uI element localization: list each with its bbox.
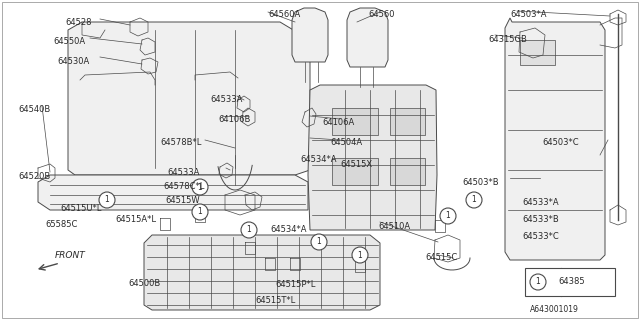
Polygon shape <box>390 108 425 135</box>
Polygon shape <box>505 18 605 260</box>
Circle shape <box>241 222 257 238</box>
Text: 64106B: 64106B <box>218 115 250 124</box>
Text: 64533*C: 64533*C <box>522 232 559 241</box>
Text: 64534*A: 64534*A <box>270 225 307 234</box>
Text: 64560A: 64560A <box>268 10 300 19</box>
Polygon shape <box>144 235 380 310</box>
Text: 64528: 64528 <box>65 18 92 27</box>
Text: 64515X: 64515X <box>340 160 372 169</box>
Text: 64503*C: 64503*C <box>542 138 579 147</box>
Text: 64504A: 64504A <box>330 138 362 147</box>
Text: 64515W: 64515W <box>165 196 200 205</box>
Text: 64315GB: 64315GB <box>488 35 527 44</box>
Polygon shape <box>308 85 437 230</box>
Polygon shape <box>332 108 378 135</box>
Polygon shape <box>38 175 308 210</box>
Polygon shape <box>68 22 310 175</box>
Text: 64515U*L: 64515U*L <box>60 204 101 213</box>
Text: 1: 1 <box>472 196 476 204</box>
Text: 1: 1 <box>198 207 202 217</box>
Text: 1: 1 <box>445 212 451 220</box>
Text: 64578C*L: 64578C*L <box>163 182 204 191</box>
Text: 64578B*L: 64578B*L <box>160 138 202 147</box>
Circle shape <box>466 192 482 208</box>
Text: 64540B: 64540B <box>18 105 51 114</box>
Circle shape <box>530 274 546 290</box>
Text: 64515T*L: 64515T*L <box>255 296 295 305</box>
Text: 64500B: 64500B <box>128 279 160 288</box>
Bar <box>525 268 615 296</box>
Text: 1: 1 <box>246 226 252 235</box>
Polygon shape <box>332 158 378 185</box>
Text: FRONT: FRONT <box>55 251 86 260</box>
Text: A643001019: A643001019 <box>530 305 579 314</box>
Circle shape <box>352 247 368 263</box>
Circle shape <box>192 204 208 220</box>
Text: 64520B: 64520B <box>18 172 51 181</box>
Polygon shape <box>347 8 388 67</box>
Text: 64510A: 64510A <box>378 222 410 231</box>
Circle shape <box>192 179 208 195</box>
Text: 64503*B: 64503*B <box>462 178 499 187</box>
Text: 64503*A: 64503*A <box>510 10 547 19</box>
Text: 1: 1 <box>536 277 540 286</box>
Text: 1: 1 <box>198 182 202 191</box>
Text: 64533*A: 64533*A <box>522 198 559 207</box>
Text: 1: 1 <box>317 237 321 246</box>
Text: 1: 1 <box>104 196 109 204</box>
Text: 64550A: 64550A <box>53 37 85 46</box>
Text: 65585C: 65585C <box>45 220 77 229</box>
Text: 64533A: 64533A <box>210 95 243 104</box>
Text: 64534*A: 64534*A <box>300 155 337 164</box>
Text: 64515C: 64515C <box>425 253 457 262</box>
Text: 64530A: 64530A <box>57 57 89 66</box>
Circle shape <box>311 234 327 250</box>
Polygon shape <box>520 40 555 65</box>
Polygon shape <box>292 8 328 62</box>
Circle shape <box>440 208 456 224</box>
Text: 1: 1 <box>358 251 362 260</box>
Text: 64385: 64385 <box>558 277 584 286</box>
Text: 64560: 64560 <box>368 10 394 19</box>
Text: 64106A: 64106A <box>322 118 355 127</box>
Polygon shape <box>390 158 425 185</box>
Text: 64515A*L: 64515A*L <box>115 215 156 224</box>
Circle shape <box>99 192 115 208</box>
Text: 64533*B: 64533*B <box>522 215 559 224</box>
Text: 64533A: 64533A <box>167 168 200 177</box>
Text: 64515P*L: 64515P*L <box>275 280 316 289</box>
